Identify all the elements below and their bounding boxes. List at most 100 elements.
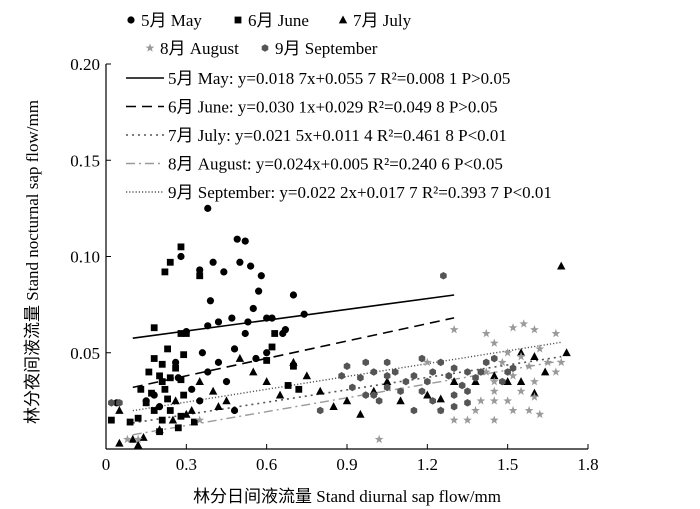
data-point [180, 351, 188, 359]
data-point [423, 390, 432, 399]
data-point [263, 314, 271, 322]
data-point [499, 377, 506, 386]
data-point [424, 377, 431, 386]
data-point [429, 368, 436, 376]
data-point [540, 367, 550, 376]
data-point [171, 396, 180, 405]
data-point [195, 377, 204, 386]
data-point [508, 371, 518, 380]
data-point [397, 387, 404, 396]
data-point [490, 371, 499, 380]
data-point [222, 378, 231, 386]
data-point [508, 323, 518, 332]
data-point [139, 432, 148, 441]
data-point [133, 440, 143, 449]
data-point [464, 368, 471, 376]
x-tick-label: 0.9 [336, 455, 357, 474]
data-point [241, 237, 249, 245]
data-point [233, 235, 241, 243]
data-point [557, 261, 566, 270]
fit-equation-label: 7月 July: y=0.021 5x+0.011 4 R²=0.461 8 P… [168, 126, 507, 145]
legend-label: 7月 July [353, 11, 412, 30]
data-point [268, 314, 276, 322]
data-point [128, 434, 137, 443]
x-tick-label: 0 [102, 455, 111, 474]
data-point [166, 258, 174, 266]
fit-line [132, 355, 562, 424]
data-point [107, 416, 115, 424]
data-point [204, 322, 212, 330]
x-axis-label: 林分日间液流量 Stand diurnal sap flow/mm [193, 487, 501, 506]
data-point [370, 391, 378, 399]
data-point [257, 272, 265, 280]
y-tick-label: 0.15 [70, 151, 100, 170]
data-point [161, 385, 169, 393]
data-point [204, 204, 212, 212]
data-point [255, 287, 263, 295]
data-point [551, 367, 561, 376]
x-tick-label: 0.6 [256, 455, 277, 474]
data-point [182, 409, 191, 418]
data-point [489, 415, 499, 424]
data-point [509, 364, 517, 372]
legend-label: 6月 June [248, 11, 309, 30]
data-point [476, 396, 486, 405]
data-point [349, 383, 356, 392]
data-point [249, 304, 257, 313]
data-point [177, 330, 185, 337]
legend-marker [145, 43, 155, 52]
data-point [214, 402, 223, 411]
data-point [164, 395, 171, 403]
data-point [190, 418, 198, 426]
data-point [174, 424, 182, 432]
legend-label: 8月 August [160, 39, 239, 58]
data-point [228, 314, 236, 322]
data-point [437, 358, 445, 367]
data-point [410, 372, 418, 380]
data-point [168, 415, 178, 424]
legend-marker [338, 15, 348, 24]
data-point [362, 358, 370, 367]
data-point [338, 372, 345, 380]
axis-ticks: 0 0.3 0.6 0.9 1.2 1.5 1.8 0.05 0.10 0.15 0.20 [70, 55, 598, 474]
legend-marker [234, 16, 242, 24]
data-point [244, 318, 252, 326]
data-point [530, 352, 539, 360]
data-point [198, 349, 206, 357]
data-point [449, 377, 459, 386]
data-point [289, 291, 298, 299]
y-tick-label: 0.20 [70, 55, 100, 74]
data-point [177, 252, 185, 261]
data-point [204, 368, 212, 376]
data-point [155, 425, 164, 434]
x-tick-label: 0.3 [176, 455, 197, 474]
data-point [472, 373, 479, 382]
data-point [150, 324, 158, 332]
data-point [356, 409, 365, 418]
data-point [471, 405, 480, 415]
data-point [116, 399, 123, 407]
data-point [158, 378, 166, 386]
data-point [535, 344, 545, 353]
data-point [208, 386, 218, 395]
data-point [133, 434, 143, 444]
data-point [516, 377, 526, 386]
data-point [195, 415, 205, 424]
data-point [156, 372, 163, 380]
data-point [115, 406, 124, 414]
data-point [206, 297, 215, 305]
legend-marker [261, 44, 269, 52]
data-point [150, 407, 158, 414]
data-point [177, 412, 185, 420]
data-point [222, 396, 231, 405]
data-point [230, 345, 239, 353]
data-point [279, 329, 287, 338]
data-point [137, 385, 145, 393]
data-point [489, 386, 499, 395]
data-point [449, 415, 459, 424]
data-point [436, 394, 445, 403]
data-point [449, 325, 459, 334]
data-point [150, 355, 158, 362]
data-point [503, 348, 513, 357]
